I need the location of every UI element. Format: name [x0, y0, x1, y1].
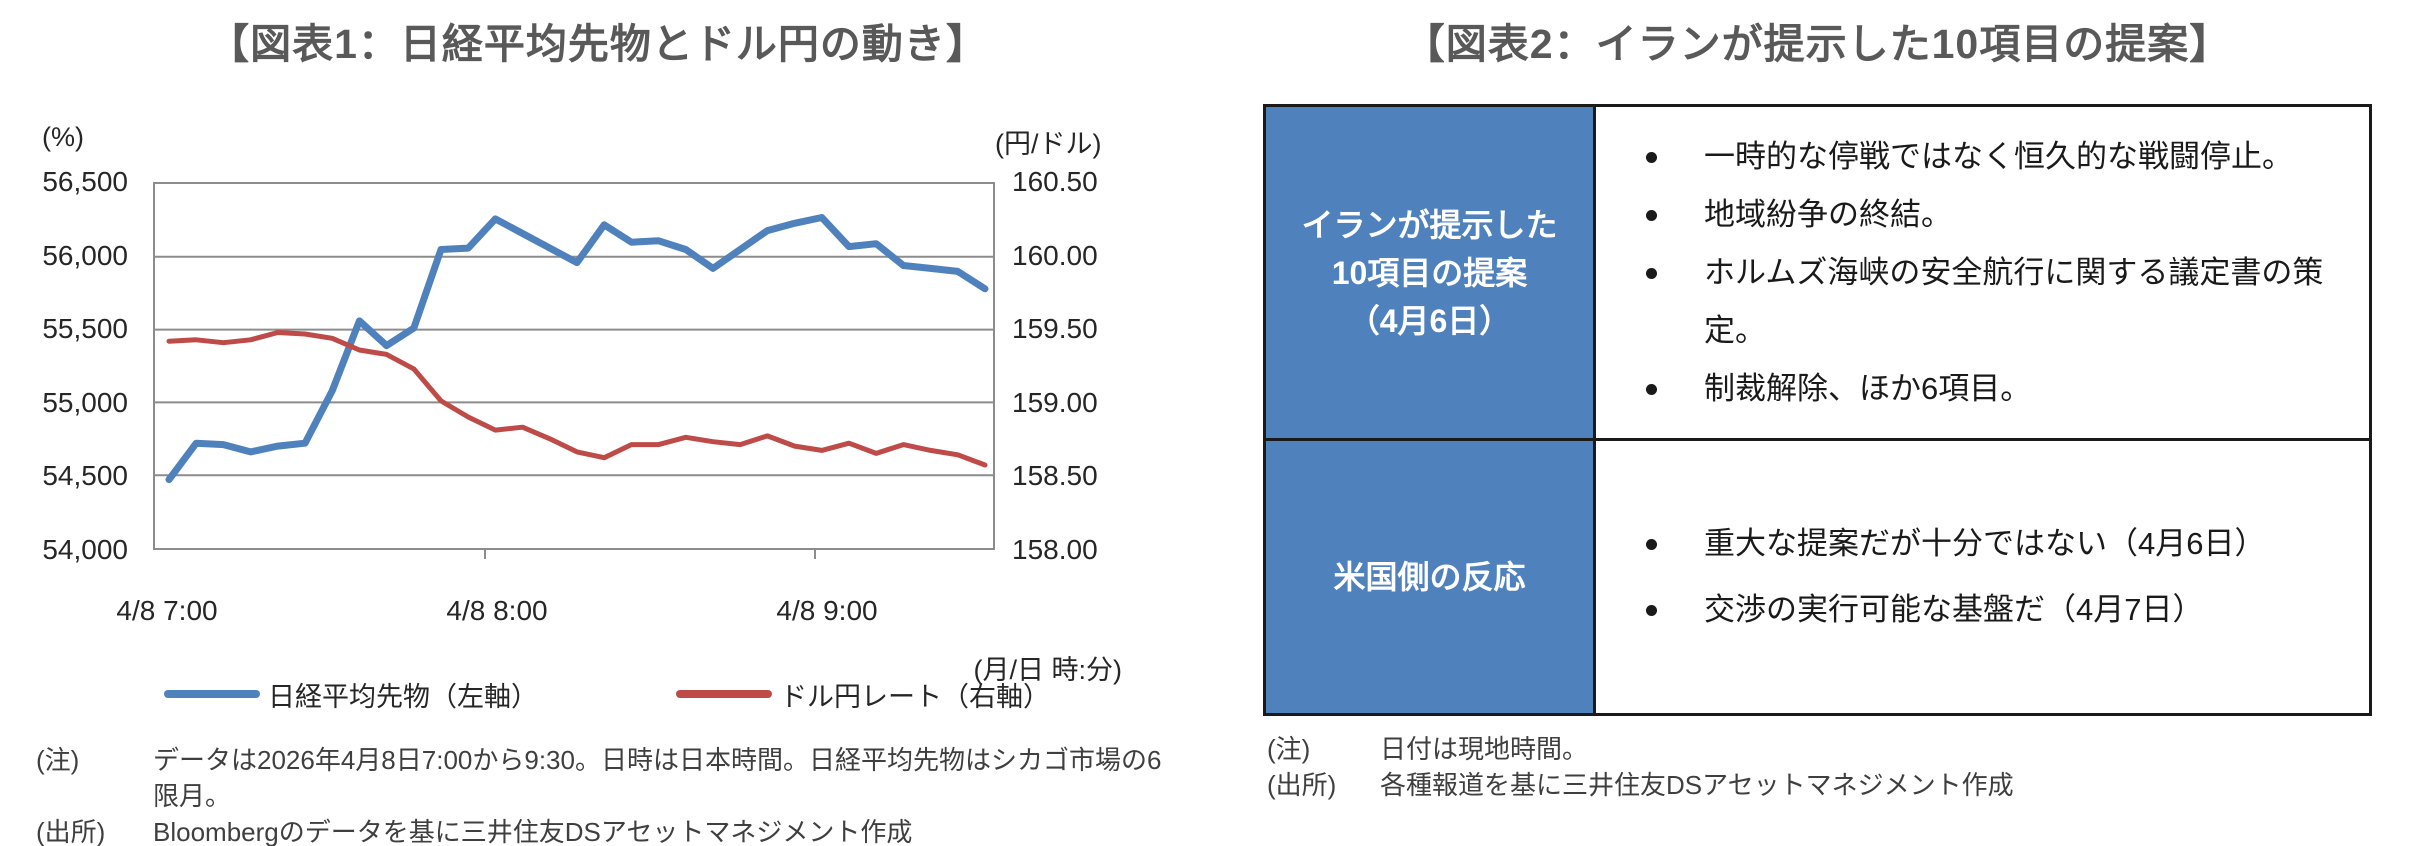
x-axis-tick-label: 4/8 8:00	[446, 595, 548, 626]
chart-plot-area	[153, 182, 995, 559]
y-axis-tick-label: 158.50	[1012, 460, 1098, 492]
note-label: (注)	[36, 745, 80, 775]
chart-legend: 日経平均先物（左軸） ドル円レート（右軸）	[0, 676, 1196, 712]
header-line: 米国側の反応	[1333, 559, 1526, 595]
usdjpy-line-swatch	[676, 690, 772, 698]
proposal-table: イランが提示した 10項目の提案 （4月6日） 一時的な停戦ではなく恒久的な戦闘…	[1263, 104, 2372, 716]
note-label: (注)	[1267, 734, 1311, 764]
header-line: イランが提示した	[1301, 206, 1558, 243]
list-item: 重大な提案だが十分ではない（4月6日）	[1646, 526, 2266, 561]
table-header-iran-proposal: イランが提示した 10項目の提案 （4月6日）	[1266, 107, 1596, 441]
y-axis-tick-label: 56,000	[42, 239, 128, 271]
list-item: 制裁解除、ほか6項目。	[1646, 370, 2032, 406]
bullet-list: 一時的な停戦ではなく恒久的な戦闘停止。 地域紛争の終結。 ホルムズ海峡の安全航行…	[1636, 128, 2341, 418]
figure2-notes: (注) 日付は現地時間。 (出所) 各種報道を基に三井住友DSアセットマネジメン…	[1267, 731, 2397, 803]
bullet-list: 重大な提案だが十分ではない（4月6日） 交渉の実行可能な基盤だ（4月7日）	[1636, 511, 2341, 643]
figure1-notes: (注) データは2026年4月8日7:00から9:30。日時は日本時間。日経平均…	[36, 742, 1176, 846]
y-axis-tick-label: 159.50	[1012, 313, 1098, 345]
table-cell-us-reaction-details: 重大な提案だが十分ではない（4月6日） 交渉の実行可能な基盤だ（4月7日）	[1596, 441, 2369, 713]
source-label: (出所)	[36, 817, 106, 846]
table-cell-iran-proposal-details: 一時的な停戦ではなく恒久的な戦闘停止。 地域紛争の終結。 ホルムズ海峡の安全航行…	[1596, 107, 2369, 441]
list-item: 地域紛争の終結。	[1646, 196, 1952, 232]
y-axis-tick-label: 56,500	[42, 166, 128, 197]
source-label: (出所)	[1267, 770, 1337, 800]
y-axis-tick-label: 54,500	[42, 460, 128, 492]
legend-label-nikkei: 日経平均先物（左軸）	[268, 681, 538, 712]
left-axis-unit-label: (%)	[42, 122, 84, 152]
list-item: 交渉の実行可能な基盤だ（4月7日）	[1646, 592, 2204, 627]
legend-label-usdjpy: ドル円レート（右軸）	[780, 681, 1050, 712]
source-text: Bloombergのデータを基に三井住友DSアセットマネジメント作成	[153, 817, 913, 846]
x-axis-tick-labels: 4/8 7:00 4/8 8:00 4/8 9:00	[0, 594, 1196, 628]
y-axis-tick-label: 160.50	[1012, 166, 1098, 197]
x-axis-tick-label: 4/8 7:00	[116, 595, 218, 626]
y-axis-tick-label: 158.00	[1012, 534, 1098, 565]
x-axis-unit-note: (月/日 時:分)	[973, 655, 1123, 685]
chart-plot-svg	[155, 214, 993, 559]
legend-item-usdjpy: ドル円レート（右軸）	[676, 676, 1050, 712]
figure2-title: 【図表2：イランが提示した10項目の提案】	[1403, 21, 2232, 67]
list-item: 一時的な停戦ではなく恒久的な戦闘停止。	[1646, 138, 2293, 174]
y-axis-tick-label: 160.00	[1012, 239, 1098, 271]
figure1-title: 【図表1：日経平均先物とドル円の動き】	[208, 21, 988, 67]
nikkei-line-swatch	[164, 690, 260, 698]
legend-item-nikkei: 日経平均先物（左軸）	[164, 676, 538, 712]
right-axis-unit-label: (円/ドル)	[995, 129, 1102, 159]
y-axis-tick-label: 54,000	[42, 534, 128, 565]
header-line: 10項目の提案	[1331, 254, 1528, 291]
header-line: （4月6日）	[1347, 302, 1512, 339]
y-axis-tick-label: 55,000	[42, 386, 128, 418]
table-header-us-reaction: 米国側の反応	[1266, 441, 1596, 713]
x-axis-tick-label: 4/8 9:00	[776, 595, 878, 626]
y-axis-tick-label: 159.00	[1012, 386, 1098, 418]
list-item: ホルムズ海峡の安全航行に関する議定書の策定。	[1646, 254, 2324, 348]
note-text: 日付は現地時間。	[1380, 734, 1589, 764]
source-text: 各種報道を基に三井住友DSアセットマネジメント作成	[1380, 770, 2014, 800]
y-axis-tick-label: 55,500	[42, 313, 128, 345]
note-text: データは2026年4月8日7:00から9:30。日時は日本時間。日経平均先物はシ…	[153, 745, 1162, 811]
